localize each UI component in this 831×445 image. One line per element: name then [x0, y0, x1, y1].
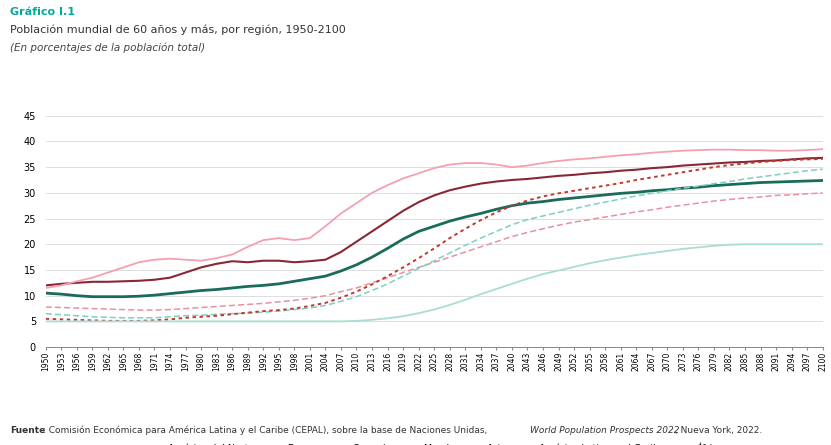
- Text: Gráfico I.1: Gráfico I.1: [10, 7, 75, 16]
- Text: Fuente: Fuente: [10, 426, 45, 435]
- Text: : Comisión Económica para América Latina y el Caribe (CEPAL), sobre la base de N: : Comisión Económica para América Latina…: [43, 426, 490, 435]
- Text: Población mundial de 60 años y más, por región, 1950-2100: Población mundial de 60 años y más, por …: [10, 24, 346, 35]
- Text: (En porcentajes de la población total): (En porcentajes de la población total): [10, 42, 205, 53]
- Legend: América del Norte, Europa, Oceanía, Mundo, Asia, América Latina y el Caribe, Áfr: América del Norte, Europa, Oceanía, Mund…: [140, 440, 728, 445]
- Text: , Nueva York, 2022.: , Nueva York, 2022.: [675, 426, 762, 435]
- Text: World Population Prospects 2022: World Population Prospects 2022: [530, 426, 680, 435]
